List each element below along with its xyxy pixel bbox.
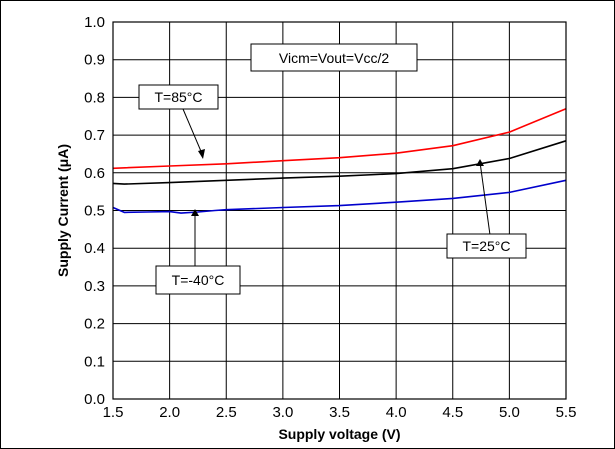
condition-label: Vicm=Vout=Vcc/2 <box>279 50 389 66</box>
y-tick-label: 0.9 <box>84 52 105 69</box>
x-tick-label: 5.0 <box>499 404 520 421</box>
leader-25 <box>479 161 491 236</box>
label-85: T=85°C <box>154 89 202 105</box>
y-tick-label: 0.3 <box>84 278 105 295</box>
annotation-arrowheads <box>191 149 484 216</box>
label-25-box: T=25°C <box>446 233 527 259</box>
y-tick-label: 0.7 <box>84 127 105 144</box>
x-tick-label: 2.0 <box>159 404 180 421</box>
x-tick-label: 5.5 <box>556 404 577 421</box>
label-m40: T=-40°C <box>172 272 225 288</box>
y-tick-label: 0.4 <box>84 240 105 257</box>
y-tick-label: 0.2 <box>84 316 105 333</box>
series-line-t-85-c <box>112 107 567 170</box>
plot-border <box>112 21 567 400</box>
arrowhead-25 <box>476 159 484 166</box>
x-tick-label: 3.5 <box>329 404 350 421</box>
y-tick-label: 0.6 <box>84 165 105 182</box>
annotation-leaders <box>182 108 491 266</box>
arrowhead-m40 <box>191 209 199 216</box>
x-tick-labels: 1.5 2.0 2.5 3.0 3.5 4.0 4.5 5.0 5.5 <box>103 404 577 421</box>
y-axis-title: Supply Current (μA) <box>55 144 71 277</box>
y-tick-label: 0.0 <box>84 391 105 408</box>
label-m40-box: T=-40°C <box>155 265 241 295</box>
x-tick-label: 3.0 <box>272 404 293 421</box>
y-tick-label: 0.5 <box>84 203 105 220</box>
y-tick-label: 0.8 <box>84 89 105 106</box>
x-axis-title: Supply voltage (V) <box>278 426 400 442</box>
x-tick-label: 1.5 <box>103 404 124 421</box>
y-tick-label: 1.0 <box>84 14 105 31</box>
x-tick-label: 2.5 <box>216 404 237 421</box>
series-line-t-40-c <box>112 179 567 214</box>
y-tick-label: 0.1 <box>84 353 105 370</box>
arrowhead-85 <box>198 149 205 159</box>
label-25: T=25°C <box>462 238 510 254</box>
x-tick-label: 4.5 <box>442 404 463 421</box>
condition-annotation: Vicm=Vout=Vcc/2 <box>250 43 418 72</box>
label-85-box: T=85°C <box>138 84 219 110</box>
y-tick-labels: 0.0 0.1 0.2 0.3 0.4 0.5 0.6 0.7 0.8 0.9 1.0 <box>84 14 105 408</box>
x-tick-label: 4.0 <box>386 404 407 421</box>
leader-85 <box>182 108 204 157</box>
